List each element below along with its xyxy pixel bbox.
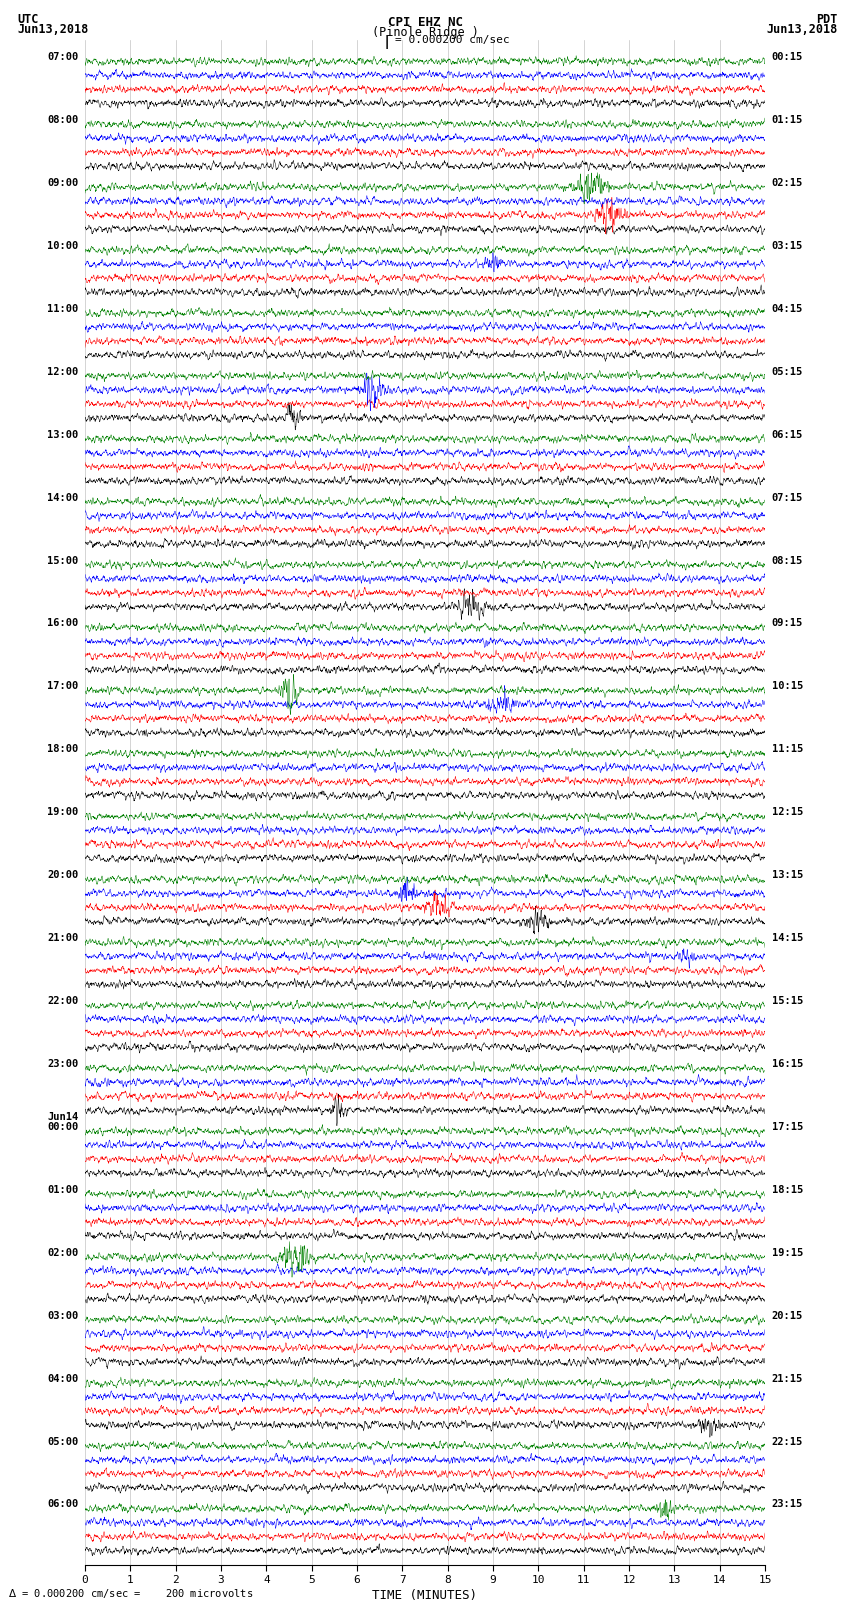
Text: 18:15: 18:15 xyxy=(772,1186,803,1195)
Text: 20:00: 20:00 xyxy=(47,869,78,881)
Text: 22:00: 22:00 xyxy=(47,997,78,1007)
Text: 19:00: 19:00 xyxy=(47,806,78,818)
Text: 05:00: 05:00 xyxy=(47,1437,78,1447)
Text: 23:15: 23:15 xyxy=(772,1500,803,1510)
Text: 02:15: 02:15 xyxy=(772,177,803,189)
Text: 14:00: 14:00 xyxy=(47,492,78,503)
Text: 09:00: 09:00 xyxy=(47,177,78,189)
Text: 07:15: 07:15 xyxy=(772,492,803,503)
Text: Jun13,2018: Jun13,2018 xyxy=(17,23,88,35)
Text: 13:00: 13:00 xyxy=(47,429,78,440)
Text: 02:00: 02:00 xyxy=(47,1248,78,1258)
Text: |: | xyxy=(382,35,391,50)
Text: Jun13,2018: Jun13,2018 xyxy=(766,23,837,35)
Text: 22:15: 22:15 xyxy=(772,1437,803,1447)
Text: PDT: PDT xyxy=(816,13,837,26)
Text: 17:15: 17:15 xyxy=(772,1123,803,1132)
Text: 17:00: 17:00 xyxy=(47,681,78,692)
Text: 07:00: 07:00 xyxy=(47,52,78,63)
Text: 16:00: 16:00 xyxy=(47,618,78,629)
Text: 20:15: 20:15 xyxy=(772,1311,803,1321)
Text: 01:00: 01:00 xyxy=(47,1186,78,1195)
Text: Jun14: Jun14 xyxy=(47,1111,78,1123)
Text: 23:00: 23:00 xyxy=(47,1060,78,1069)
Text: 12:15: 12:15 xyxy=(772,806,803,818)
Text: 16:15: 16:15 xyxy=(772,1060,803,1069)
Text: 13:15: 13:15 xyxy=(772,869,803,881)
Text: = 0.000200 cm/sec: = 0.000200 cm/sec xyxy=(395,35,510,45)
Text: 06:15: 06:15 xyxy=(772,429,803,440)
Text: 11:00: 11:00 xyxy=(47,303,78,315)
Text: 08:00: 08:00 xyxy=(47,115,78,126)
Text: 18:00: 18:00 xyxy=(47,744,78,755)
Text: 06:00: 06:00 xyxy=(47,1500,78,1510)
Text: 15:15: 15:15 xyxy=(772,997,803,1007)
Text: 00:00: 00:00 xyxy=(47,1123,78,1132)
Text: $\mathsf{\Delta}$ = 0.000200 cm/sec =    200 microvolts: $\mathsf{\Delta}$ = 0.000200 cm/sec = 20… xyxy=(8,1587,254,1600)
Text: (Pinole Ridge ): (Pinole Ridge ) xyxy=(371,26,479,39)
Text: 12:00: 12:00 xyxy=(47,366,78,377)
Text: 10:15: 10:15 xyxy=(772,681,803,692)
Text: 21:15: 21:15 xyxy=(772,1374,803,1384)
Text: 11:15: 11:15 xyxy=(772,744,803,755)
Text: 03:00: 03:00 xyxy=(47,1311,78,1321)
Text: 04:15: 04:15 xyxy=(772,303,803,315)
Text: 03:15: 03:15 xyxy=(772,240,803,252)
Text: 21:00: 21:00 xyxy=(47,932,78,944)
Text: 00:15: 00:15 xyxy=(772,52,803,63)
Text: 19:15: 19:15 xyxy=(772,1248,803,1258)
Text: 10:00: 10:00 xyxy=(47,240,78,252)
Text: 15:00: 15:00 xyxy=(47,555,78,566)
Text: 09:15: 09:15 xyxy=(772,618,803,629)
Text: 05:15: 05:15 xyxy=(772,366,803,377)
Text: UTC: UTC xyxy=(17,13,38,26)
Text: 14:15: 14:15 xyxy=(772,932,803,944)
X-axis label: TIME (MINUTES): TIME (MINUTES) xyxy=(372,1589,478,1602)
Text: 04:00: 04:00 xyxy=(47,1374,78,1384)
Text: 01:15: 01:15 xyxy=(772,115,803,126)
Text: 08:15: 08:15 xyxy=(772,555,803,566)
Text: CPI EHZ NC: CPI EHZ NC xyxy=(388,16,462,29)
